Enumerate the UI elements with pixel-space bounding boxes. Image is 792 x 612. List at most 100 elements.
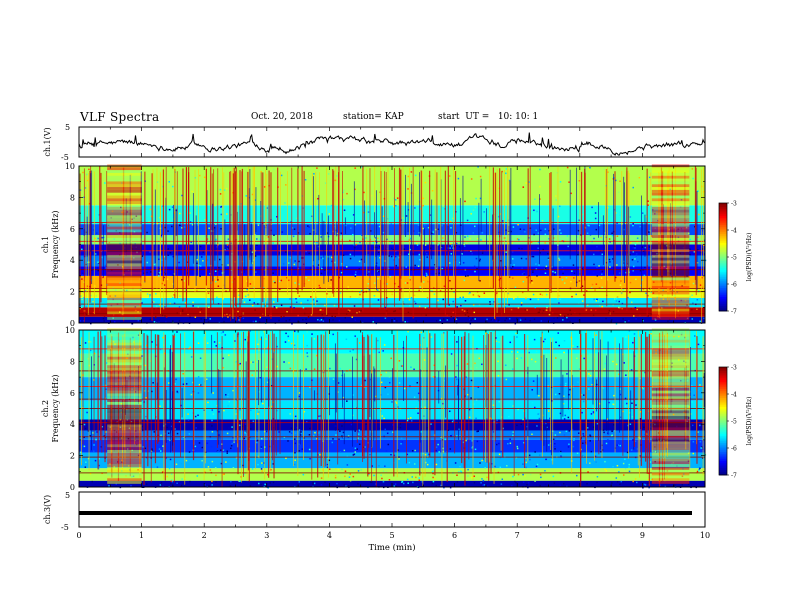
spectrum-speckle: [93, 444, 95, 446]
spectrum-speckle: [446, 318, 449, 320]
spectrum-speckle: [586, 427, 589, 429]
spectrum-speckle: [516, 447, 519, 450]
spectrum-speckle: [145, 415, 147, 418]
figure-title: VLF Spectra: [80, 110, 160, 124]
active-interval-cell: [107, 404, 142, 408]
spectrum-speckle: [298, 295, 301, 297]
spectrum-speckle: [616, 296, 619, 298]
spectrum-speckle: [79, 320, 82, 322]
spectrum-speckle: [413, 396, 416, 398]
spectrum-speckle: [394, 250, 397, 253]
colorbar-cell: [719, 413, 727, 416]
spectrum-speckle: [415, 476, 417, 479]
spectrum-speckle: [322, 309, 324, 312]
spectrum-speckle: [160, 234, 163, 237]
colorbar-cell: [719, 367, 727, 370]
spectrum-speckle: [87, 457, 90, 460]
spectrum-speckle: [159, 484, 162, 486]
spectrum-speckle: [420, 331, 423, 334]
spectrum-speckle: [640, 330, 642, 332]
active-interval-cell: [107, 187, 142, 190]
spectrum-speckle: [211, 460, 214, 463]
colorbar-cell: [719, 469, 727, 472]
y-tick-label: 0: [70, 319, 75, 328]
spectrum-speckle: [389, 275, 392, 278]
active-interval-cell: [107, 362, 142, 366]
spectrum-speckle: [201, 446, 204, 449]
spectrum-speckle: [407, 417, 410, 420]
colorbar-cell: [719, 444, 727, 447]
spectrum-speckle: [581, 455, 584, 457]
spectrum-speckle: [223, 409, 225, 412]
spectrum-speckle: [250, 428, 252, 430]
spectrum-speckle: [228, 400, 231, 403]
spectrum-speckle: [539, 473, 542, 476]
spectrum-speckle: [461, 308, 464, 311]
spectrum-speckle: [425, 272, 428, 275]
spectrum-speckle: [397, 285, 400, 288]
colorbar-cell: [719, 239, 727, 242]
spectrum-speckle: [314, 404, 316, 407]
spectrum-speckle: [293, 307, 295, 309]
colorbar-cell: [719, 430, 727, 433]
spectrum-speckle: [306, 344, 308, 347]
spectrum-speckle: [448, 410, 451, 413]
spectrum-speckle: [702, 286, 704, 289]
active-interval-cell: [651, 455, 690, 459]
spectrum-speckle: [183, 226, 186, 228]
spectrum-speckle: [239, 480, 241, 482]
spectrum-speckle: [582, 433, 585, 435]
spectrum-speckle: [644, 266, 646, 269]
spectrum-speckle: [385, 450, 388, 452]
spectrum-speckle: [266, 473, 269, 476]
spectrum-speckle: [396, 197, 399, 199]
spectrum-speckle: [141, 399, 143, 401]
active-interval-cell: [651, 291, 690, 295]
spectrum-speckle: [632, 265, 635, 268]
spectrum-speckle: [702, 248, 704, 250]
spectrum-speckle: [450, 316, 453, 318]
spectrum-speckle: [628, 330, 631, 332]
spectrum-speckle: [479, 175, 482, 178]
spectrum-speckle: [432, 476, 434, 479]
spectrum-speckle: [257, 463, 259, 466]
spectrum-speckle: [486, 318, 488, 321]
active-interval-cell: [107, 481, 142, 484]
spectrum-speckle: [372, 321, 374, 323]
colorbar-cell: [719, 278, 727, 281]
spectrum-speckle: [302, 473, 305, 476]
spectrum-speckle: [561, 266, 564, 268]
spectrum-speckle: [642, 288, 645, 291]
spectrum-speckle: [696, 242, 699, 245]
spectrum-speckle: [296, 470, 298, 473]
spectrum-speckle: [527, 486, 529, 489]
spectrum-speckle: [158, 275, 160, 277]
active-interval-cell: [107, 223, 142, 227]
spectrum-speckle: [388, 478, 391, 481]
spectrum-speckle: [304, 178, 307, 181]
active-interval-cell: [651, 195, 690, 199]
spectrum-speckle: [605, 442, 608, 445]
active-interval-cell: [651, 396, 690, 400]
spectrum-speckle: [383, 320, 385, 323]
spectrum-speckle: [332, 438, 334, 440]
spectrum-speckle: [449, 486, 452, 489]
spectrum-speckle: [647, 479, 650, 481]
spectrum-speckle: [524, 309, 527, 311]
spectrum-speckle: [255, 320, 257, 323]
spectrum-speckle: [104, 264, 107, 267]
active-interval-cell: [107, 441, 142, 445]
spectrum-speckle: [222, 357, 224, 360]
active-interval-cell: [651, 458, 690, 462]
spectrum-speckle: [509, 442, 512, 445]
spectrum-speckle: [475, 257, 478, 260]
spectrum-speckle: [648, 231, 650, 233]
spectrum-speckle: [354, 223, 357, 226]
spectrum-speckle: [391, 241, 393, 244]
spectrum-speckle: [307, 225, 309, 227]
spectrum-speckle: [317, 264, 320, 266]
spectrum-speckle: [452, 317, 455, 319]
spectrum-speckle: [637, 260, 639, 263]
spectrum-speckle: [647, 437, 649, 440]
spectrum-speckle: [284, 341, 287, 343]
